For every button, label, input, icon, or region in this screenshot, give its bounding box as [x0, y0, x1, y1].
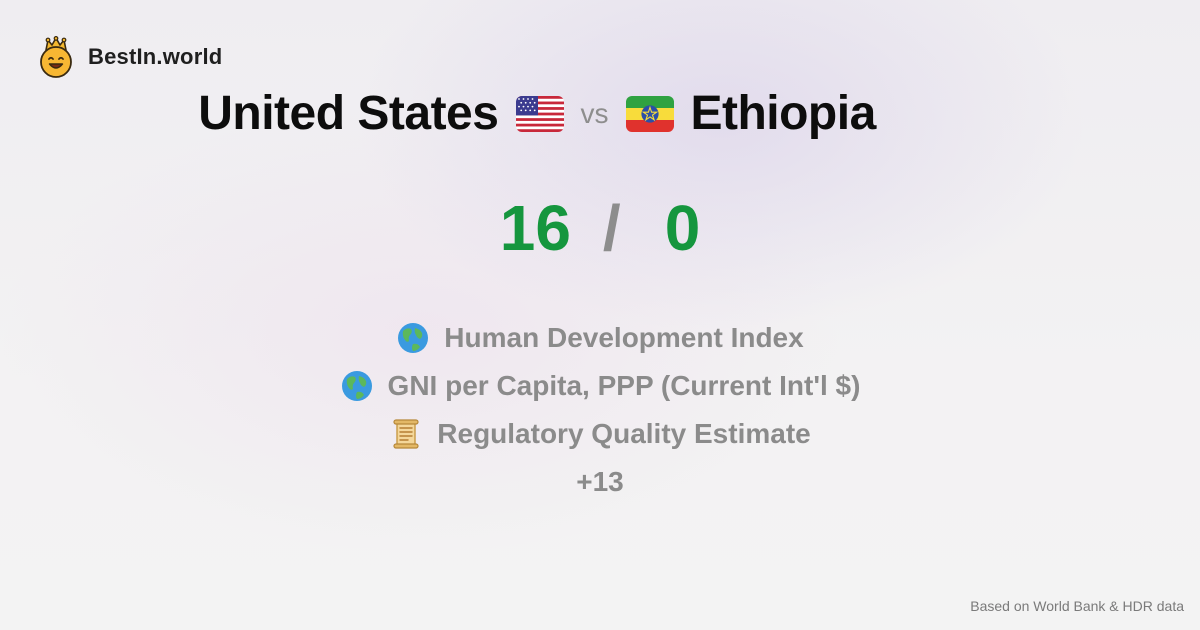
vs-label: vs [580, 97, 609, 129]
us-flag-icon [516, 95, 565, 132]
metric-label: Regulatory Quality Estimate [437, 418, 811, 449]
ethiopia-flag-icon [626, 95, 675, 132]
metric-item: Human Development Index [396, 314, 804, 362]
scroll-icon [393, 419, 419, 449]
metric-item: GNI per Capita, PPP (Current Int'l $) [340, 362, 861, 410]
score-b: 0 [664, 192, 701, 264]
smiling-crown-face-icon [40, 36, 72, 78]
score-a: 16 [499, 192, 571, 264]
globe-icon [341, 371, 372, 401]
country-b-name: Ethiopia [690, 87, 876, 140]
metric-label: Human Development Index [444, 322, 804, 353]
brand-name: BestIn.world [88, 44, 223, 69]
metric-item: Regulatory Quality Estimate [389, 410, 811, 458]
more-metrics-count: +13 [576, 466, 624, 497]
data-source-note: Based on World Bank & HDR data [970, 598, 1184, 614]
country-a-name: United States [198, 87, 499, 140]
metric-list: Human Development Index GNI per Capita, … [0, 314, 1200, 506]
comparison-title: United States vs Ethiopia [0, 86, 1074, 141]
globe-icon [398, 323, 429, 353]
score-row: 16 / 0 [0, 196, 1200, 260]
metric-label: GNI per Capita, PPP (Current Int'l $) [387, 370, 861, 401]
brand-header[interactable]: BestIn.world [38, 36, 222, 78]
score-separator: / [602, 192, 621, 264]
